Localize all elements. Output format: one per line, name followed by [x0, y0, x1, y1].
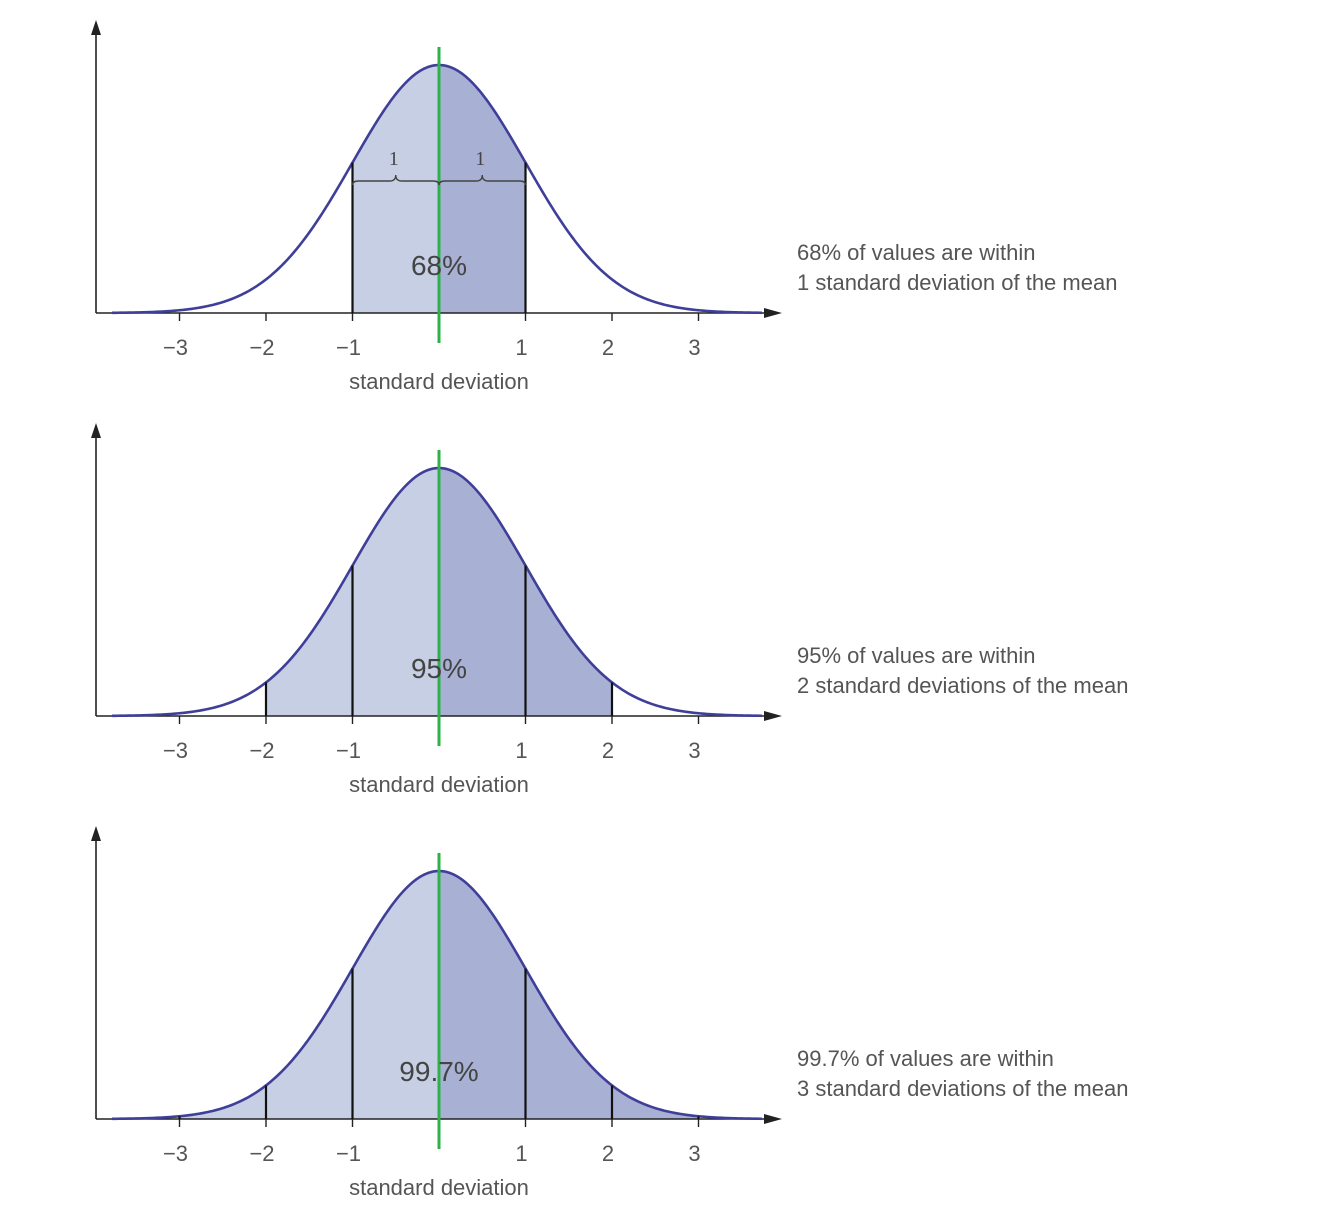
- tick-label: −2: [249, 738, 274, 763]
- caption-line: 95% of values are within: [797, 643, 1035, 668]
- tick-label: 1: [515, 335, 527, 360]
- tick-label: −3: [163, 1141, 188, 1166]
- sigma-brace: [351, 174, 440, 186]
- tick-label: 3: [688, 738, 700, 763]
- tick-label: 3: [688, 335, 700, 360]
- tick-label: −3: [163, 335, 188, 360]
- tick-label: −1: [336, 335, 361, 360]
- tick-label: 2: [602, 738, 614, 763]
- tick-label: −3: [163, 738, 188, 763]
- tick-label: 3: [688, 1141, 700, 1166]
- percent-label: 99.7%: [399, 1056, 478, 1087]
- tick-label: −1: [336, 1141, 361, 1166]
- caption-line: 68% of values are within: [797, 240, 1035, 265]
- caption-line: 2 standard deviations of the mean: [797, 673, 1128, 698]
- caption-line: 99.7% of values are within: [797, 1046, 1054, 1071]
- percent-label: 68%: [411, 250, 467, 281]
- panel-2: −3 −2 −1 1 2 3 95% standard deviation 95% of val…: [91, 423, 1128, 797]
- normal-curve: [111, 466, 763, 718]
- sigma-brace: [438, 174, 527, 186]
- brace-label: 1: [389, 148, 399, 170]
- percent-label: 95%: [411, 653, 467, 684]
- caption-line: 3 standard deviations of the mean: [797, 1076, 1128, 1101]
- x-axis-label: standard deviation: [349, 369, 529, 394]
- panel-3: −3 −2 −1 1 2 3 99.7% standard deviation 99.7% of…: [91, 826, 1128, 1200]
- normal-curve: [111, 63, 763, 315]
- tick-label: −2: [249, 1141, 274, 1166]
- y-axis-arrow: [91, 423, 101, 438]
- tick-label: 2: [602, 1141, 614, 1166]
- tick-label: 1: [515, 738, 527, 763]
- x-axis-label: standard deviation: [349, 772, 529, 797]
- y-axis-arrow: [91, 20, 101, 35]
- x-axis-arrow: [764, 308, 782, 318]
- panel-1: −3 −2 −1 1 2 3 68% standard deviation 1 1 68% of v…: [91, 20, 1117, 394]
- normal-curve: [111, 869, 763, 1121]
- tick-label: −1: [336, 738, 361, 763]
- x-axis-arrow: [764, 711, 782, 721]
- x-axis-arrow: [764, 1114, 782, 1124]
- x-axis-label: standard deviation: [349, 1175, 529, 1200]
- caption-line: 1 standard deviation of the mean: [797, 270, 1117, 295]
- y-axis-arrow: [91, 826, 101, 841]
- tick-label: 2: [602, 335, 614, 360]
- tick-label: 1: [515, 1141, 527, 1166]
- brace-label: 1: [475, 148, 485, 170]
- tick-label: −2: [249, 335, 274, 360]
